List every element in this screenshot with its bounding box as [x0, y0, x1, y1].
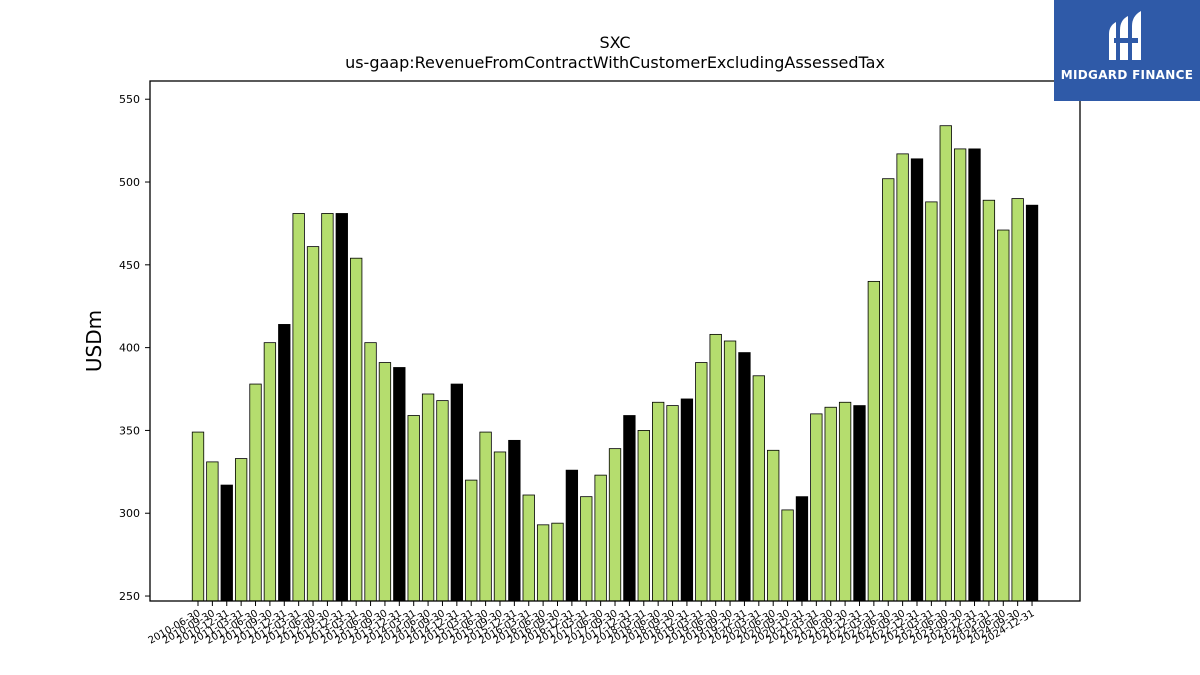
bar-2014-12-31	[450, 383, 463, 602]
bar-2017-09-30	[608, 448, 622, 602]
bar-2023-12-31	[968, 148, 981, 602]
bar-2018-12-31	[680, 398, 694, 602]
brand-name: MIDGARD FINANCE	[1060, 68, 1194, 82]
bar-2019-06-30	[709, 333, 722, 602]
brand-logo: MIDGARD FINANCE	[1054, 0, 1200, 101]
bar-2022-09-30	[896, 153, 909, 602]
bar-2013-12-31	[393, 367, 406, 602]
chart-subtitle: us-gaap:RevenueFromContractWithCustomerE…	[345, 53, 885, 72]
y-tick-label: 500	[119, 176, 140, 189]
bar-2023-09-30	[953, 148, 967, 602]
x-axis-ticks: 2010-06-302010-09-302010-12-312011-03-31…	[147, 601, 1037, 647]
bar-2017-06-30	[594, 474, 607, 602]
bar-2011-06-30	[249, 383, 262, 602]
bar-2021-06-30	[824, 406, 837, 602]
bar-2024-09-30	[1011, 198, 1024, 602]
bar-2015-12-31	[508, 439, 521, 602]
bar-2018-09-30	[666, 405, 679, 602]
y-axis-label: USDm	[82, 310, 106, 372]
bar-2018-06-30	[652, 401, 665, 602]
y-tick-label: 550	[119, 93, 140, 106]
bar-2020-09-30	[781, 509, 794, 602]
bar-2010-12-31	[220, 484, 233, 602]
bar-2016-03-31	[522, 494, 535, 602]
y-tick-label: 300	[119, 507, 140, 520]
bar-2023-06-30	[939, 125, 952, 602]
bar-2012-12-31	[335, 213, 348, 602]
bars-group	[191, 125, 1039, 602]
bar-2024-06-30	[997, 229, 1010, 602]
bar-2022-12-31	[910, 158, 924, 602]
bar-2023-03-31	[925, 201, 938, 602]
plot-frame	[149, 80, 1081, 602]
y-tick-label: 250	[119, 590, 140, 603]
bar-2016-06-30	[536, 524, 550, 602]
bar-2022-03-31	[867, 280, 881, 602]
bar-2013-03-31	[350, 257, 363, 602]
bar-2010-06-30	[191, 431, 205, 602]
y-axis-ticks: 250 300 350 400 450 500 550	[119, 93, 150, 603]
y-tick-label: 350	[119, 424, 140, 437]
bar-2014-06-30	[421, 393, 435, 602]
bar-2022-06-30	[882, 178, 895, 602]
bar-2024-12-31	[1025, 204, 1039, 602]
bar-2016-12-31	[565, 469, 579, 602]
bar-2019-03-31	[695, 362, 708, 602]
y-tick-label: 400	[119, 342, 140, 355]
bar-2021-09-30	[838, 401, 852, 602]
bar-2012-06-30	[306, 246, 320, 602]
bar-2017-03-31	[580, 496, 593, 602]
bar-2011-03-31	[234, 458, 248, 602]
bar-2012-09-30	[321, 213, 334, 602]
bar-2013-09-30	[378, 362, 392, 602]
bar-2012-03-31	[292, 213, 305, 602]
bar-2016-09-30	[551, 522, 564, 602]
bar-2019-12-31	[738, 352, 751, 602]
bar-2014-09-30	[436, 400, 449, 602]
bar-2011-09-30	[263, 342, 277, 602]
bar-2024-03-31	[982, 199, 996, 602]
bar-2020-06-30	[767, 449, 780, 602]
bar-2010-09-30	[206, 461, 219, 602]
midgard-logo-icon	[1109, 11, 1141, 60]
y-tick-label: 450	[119, 259, 140, 272]
chart-title: SXC	[599, 33, 630, 52]
bar-2019-09-30	[723, 340, 737, 602]
bar-2021-12-31	[853, 405, 866, 602]
bar-2013-06-30	[364, 342, 377, 602]
bar-2015-09-30	[493, 451, 507, 602]
bar-2021-03-31	[810, 413, 823, 602]
bar-2020-03-31	[752, 375, 765, 602]
bar-2018-03-31	[637, 430, 650, 602]
bar-2020-12-31	[795, 496, 809, 602]
bar-2015-06-30	[479, 431, 492, 602]
bar-2015-03-31	[465, 479, 478, 602]
bar-2017-12-31	[623, 415, 636, 602]
bar-2011-12-31	[278, 324, 291, 602]
bar-2014-03-31	[407, 415, 420, 602]
